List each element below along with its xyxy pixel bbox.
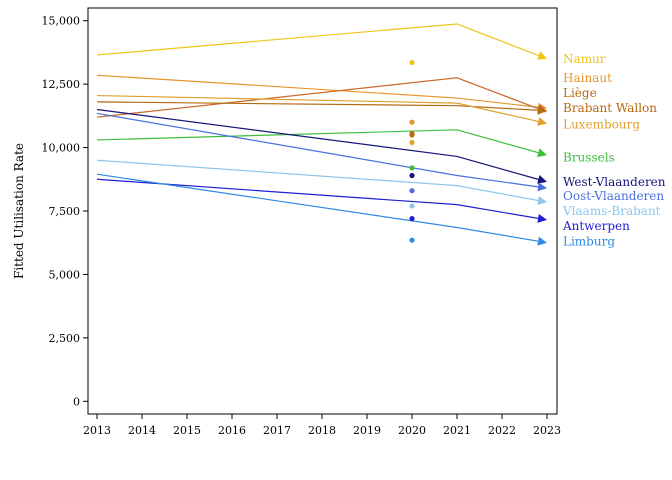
x-tick-label: 2016 [218,424,246,437]
y-tick-label: 5,000 [49,268,81,281]
x-tick-label: 2017 [263,424,291,437]
legend-label: Brabant Wallon [563,101,657,115]
series-line [96,112,539,188]
series-point [409,203,415,209]
x-tick-label: 2014 [128,424,156,437]
legend-label: Vlaams-Brabant [562,204,661,218]
y-tick-label: 2,500 [49,332,81,345]
legend-label: Hainaut [563,71,612,85]
x-tick-label: 2022 [488,424,516,437]
series-arrowhead [537,117,547,126]
legend-label: Oost-Vlaanderen [563,189,664,203]
legend-label: Brussels [563,151,615,165]
series-arrowhead [537,105,547,115]
series-point [409,172,415,179]
series-line [96,94,539,123]
y-tick-label: 0 [73,395,80,408]
series-point [409,165,415,171]
series-line [96,77,539,118]
plot-frame [87,7,558,415]
x-tick-label: 2021 [443,424,471,437]
y-tick-label: 7,500 [49,205,81,218]
series-point [409,59,415,66]
x-tick-label: 2020 [398,424,426,437]
series-layer [96,23,547,246]
series-point [409,119,415,125]
series-line [96,74,539,108]
series-line [96,129,539,154]
series-point [409,216,415,222]
y-tick-label: 12,500 [42,78,81,91]
series-line [96,178,539,219]
series-point [409,132,415,138]
x-tick-label: 2023 [533,424,561,437]
x-tick-label: 2013 [83,424,111,437]
legend-label: Namur [563,52,606,66]
series-point [409,139,415,146]
legend-label: Liège [563,86,597,100]
series-arrowhead [537,175,547,184]
x-axis: 2013 2014 2015 2016 2017 2018 2019 2020 2021 2022… [83,414,561,437]
legend-label: Limburg [563,234,615,248]
x-tick-label: 2019 [353,424,381,437]
legend-label: Antwerpen [562,219,630,233]
series-line [96,173,539,242]
series-arrowhead [537,236,547,246]
points-layer [409,59,415,243]
series-arrowhead [537,213,547,223]
series-arrowhead [537,196,547,205]
legend-label: Luxembourg [563,118,640,132]
y-axis: 0 2,500 5,000 7,500 10,000 12,500 15,000 [42,15,88,408]
y-tick-label: 10,000 [42,142,81,155]
x-tick-label: 2018 [308,424,336,437]
y-axis-title: Fitted Utilisation Rate [12,143,26,279]
series-line [96,101,539,111]
y-tick-label: 15,000 [42,15,81,28]
series-arrowhead [537,182,547,192]
series-arrowhead [536,51,547,60]
series-line [96,23,539,57]
legend-label: West-Vlaanderen [563,175,666,189]
series-line [96,159,539,202]
series-point [409,237,415,243]
series-point [409,188,415,194]
x-tick-label: 2015 [173,424,201,437]
series-arrowhead [537,148,547,158]
series-line [96,108,539,180]
